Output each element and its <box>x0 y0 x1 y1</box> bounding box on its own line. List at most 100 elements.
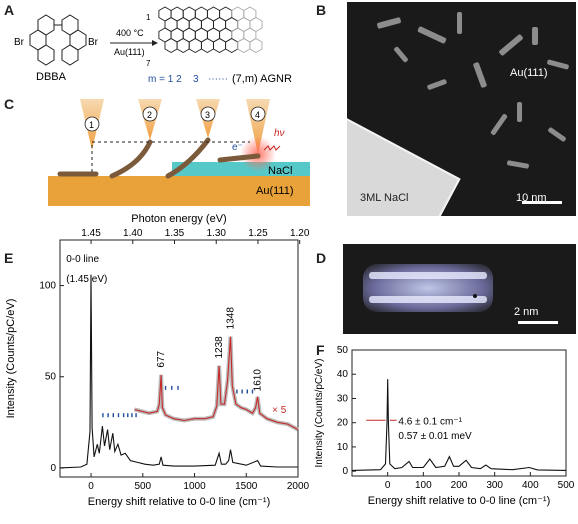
y-tick-label: 100 <box>39 281 56 292</box>
top-tick-label: 1.20 <box>290 228 310 239</box>
panel-f-chart: 0 100 200 300 400 500 0 10 20 30 40 50 Energy shift … <box>314 345 575 507</box>
x-axis-title: Energy shift relative to 0-0 line (cm⁻¹) <box>88 496 270 508</box>
gnr-step-2 <box>109 139 153 179</box>
top-tick-label: 1.45 <box>81 228 101 239</box>
top-tick-label: 1.35 <box>165 228 185 239</box>
photon-label: hν <box>274 128 285 139</box>
step-2-label: 2 <box>147 110 152 120</box>
panel-e-chart: 0 500 1000 1500 2000 0 50 100 1.45 1.40 1.35 1.30 1.… <box>5 213 310 508</box>
series-line-0 <box>351 379 567 471</box>
m-index-dots: ⋯⋯ <box>208 74 228 85</box>
panel-c-schematic: 1 2 3 4 e⁻ hν NaCl Au(111) <box>48 99 310 206</box>
condition-temp: 400 °C <box>116 28 144 38</box>
x-tick-label: 500 <box>558 480 575 491</box>
br-left-label: Br <box>14 37 25 48</box>
au-substrate <box>48 176 310 206</box>
agnr-label: (7,m) AGNR <box>232 73 292 85</box>
gnr-step-4 <box>217 153 261 163</box>
top-tick-label: 1.25 <box>248 228 268 239</box>
gnr-island <box>472 61 488 89</box>
panel-letter-d: D <box>316 250 327 266</box>
br-right-label: Br <box>88 37 99 48</box>
scale-factor-label: × 5 <box>272 405 287 416</box>
plot-frame <box>351 349 567 477</box>
gnr-island <box>376 16 402 30</box>
tip-path <box>91 141 250 172</box>
m-index-3: 3 <box>193 74 199 85</box>
gnr-island <box>426 78 448 91</box>
x-tick-label: 200 <box>451 480 468 491</box>
y-tick-label: 50 <box>337 345 349 356</box>
x-tick-label: 0 <box>88 481 94 492</box>
m-index-label: m = 1 2 <box>148 74 182 85</box>
gnr-island <box>417 25 447 45</box>
gnr-island <box>547 126 567 143</box>
ribbon-hexagon <box>176 37 190 54</box>
au-label: Au(111) <box>256 185 294 197</box>
ribbon-hexagon <box>200 37 214 54</box>
ribbon-hexagon <box>237 37 251 54</box>
ribbon-hexagon <box>249 37 263 54</box>
tip-position-marker <box>473 294 477 298</box>
peak-label: 1610 <box>253 369 264 392</box>
plot-frame <box>59 239 299 478</box>
x-tick-label: 1500 <box>235 481 258 492</box>
y-tick-label: 40 <box>337 369 349 380</box>
gnr-island <box>393 45 409 64</box>
y-tick-label: 20 <box>337 418 349 429</box>
x-tick-label: 0 <box>385 480 391 491</box>
y-axis-title: Intensity (Counts/pC/eV) <box>5 299 17 419</box>
y-tick-label: 30 <box>337 393 349 404</box>
row-bottom-label: 7 <box>146 59 151 68</box>
panel-letter-e: E <box>4 250 14 266</box>
x-tick-label: 2000 <box>287 481 310 492</box>
gnr-island <box>506 160 530 169</box>
gnr-island <box>532 27 538 45</box>
panel-d-stm-image <box>343 244 576 334</box>
peak-label: 1348 <box>226 307 237 330</box>
top-tick-label: 1.30 <box>207 228 227 239</box>
panel-letter-b: B <box>316 2 327 18</box>
panel-letter-f: F <box>316 342 325 358</box>
panel-b-stm-image <box>347 2 576 216</box>
step-4-label: 4 <box>255 110 260 120</box>
nacl-label: NaCl <box>268 165 292 177</box>
stm-b-substrate-label: Au(111) <box>510 67 548 79</box>
scale-bar-d <box>518 321 558 324</box>
stm-b-scalebar-label: 10 nm <box>516 192 547 204</box>
ribbon-hexagon <box>213 37 227 54</box>
x-tick-label: 300 <box>486 480 503 491</box>
panel-letter-c: C <box>4 96 15 112</box>
step-1-label: 1 <box>89 120 94 130</box>
top-axis-title: Photon energy (eV) <box>131 213 226 225</box>
y-axis-title: Intensity (Counts/pC/eV) <box>314 359 325 468</box>
x-tick-label: 400 <box>522 480 539 491</box>
top-tick-label: 1.40 <box>123 228 143 239</box>
ribbon-hexagon <box>225 37 239 54</box>
gnr-island <box>517 102 522 122</box>
stm-b-nacl-label: 3ML NaCl <box>360 192 409 204</box>
y-tick-label: 50 <box>45 372 57 383</box>
series-line-0 <box>59 274 298 469</box>
gnr-island <box>498 33 524 57</box>
stm-d-scalebar-label: 2 nm <box>514 306 539 318</box>
x-tick-label: 500 <box>134 481 151 492</box>
peak-label: 1238 <box>214 336 225 359</box>
y-tick-label: 0 <box>50 463 56 474</box>
fwhm-width-cm: 4.6 ± 0.1 cm⁻¹ <box>398 416 462 427</box>
gnr-island <box>457 12 462 34</box>
peak-label: 677 <box>156 350 167 367</box>
photon-wave-icon <box>263 145 281 151</box>
x-tick-label: 100 <box>415 480 432 491</box>
gnr-step-3 <box>165 137 211 179</box>
zero-line-label: 0-0 line <box>66 254 99 265</box>
x-tick-label: 1000 <box>183 481 206 492</box>
nacl-layer <box>172 162 310 176</box>
electron-label: e⁻ <box>232 142 243 153</box>
y-tick-label: 0 <box>342 466 348 477</box>
panel-a-scheme: Br Br DBBA 400 °C Au(111) 1 7 m = 1 2 3 … <box>14 6 292 85</box>
agnr-ribbon <box>158 6 263 54</box>
step-3-label: 3 <box>205 110 210 120</box>
series-line-1 <box>134 336 299 431</box>
panel-letter-a: A <box>4 2 15 18</box>
